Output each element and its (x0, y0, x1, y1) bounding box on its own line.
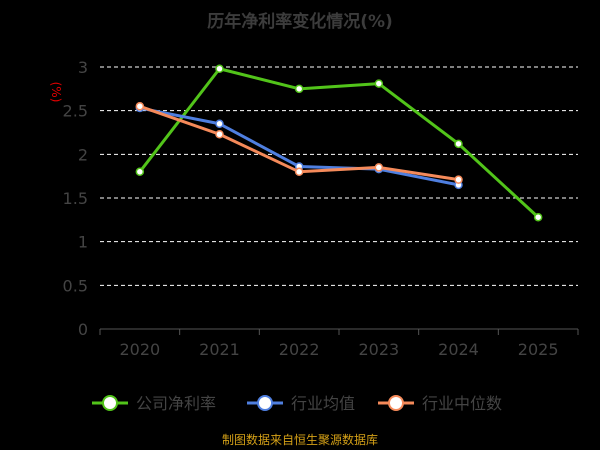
data-point (374, 163, 384, 172)
data-point (533, 212, 543, 222)
y-axis-unit-label: (%) (49, 82, 63, 103)
x-tick-label: 2024 (438, 340, 479, 359)
y-tick-label: 1.5 (63, 189, 88, 208)
y-tick-label: 2 (78, 145, 88, 164)
legend-label: 行业均值 (291, 394, 355, 413)
series-layer (135, 64, 543, 222)
y-tick-label: 3 (78, 58, 88, 77)
legend-marker (257, 395, 273, 411)
y-axis: 0 0.5 1 1.5 2 2.5 3 (63, 58, 88, 339)
source-note: 制图数据来自恒生聚源数据库 (222, 432, 378, 447)
grid (100, 66, 578, 286)
x-axis: 2020 2021 2022 2023 2024 2025 (99, 328, 579, 359)
legend-item-3: 行业中位数 (378, 394, 502, 413)
y-tick-label: 2.5 (63, 102, 88, 121)
series-line (138, 67, 540, 219)
legend-label: 公司净利率 (136, 394, 216, 413)
data-point (454, 175, 463, 184)
data-point (454, 139, 463, 149)
x-tick-label: 2020 (119, 340, 160, 359)
data-point (135, 102, 145, 111)
x-tick-label: 2021 (199, 340, 240, 359)
x-tick-label: 2023 (358, 340, 399, 359)
legend-marker (102, 395, 118, 411)
chart-title: 历年净利率变化情况(%) (207, 11, 393, 32)
legend-label: 行业中位数 (422, 394, 502, 413)
x-tick-label: 2022 (279, 340, 320, 359)
y-tick-label: 0.5 (63, 276, 88, 295)
y-tick-label: 0 (78, 320, 88, 339)
legend-item-2: 行业均值 (247, 394, 355, 413)
data-point (294, 84, 304, 94)
data-point (374, 79, 384, 88)
data-point (215, 129, 224, 139)
data-point (294, 167, 304, 177)
x-tick-label: 2025 (518, 340, 559, 359)
y-tick-label: 1 (78, 233, 88, 252)
data-point (215, 64, 224, 73)
legend-item-1: 公司净利率 (92, 394, 216, 413)
data-point (215, 119, 224, 129)
series-3 (135, 102, 463, 184)
legend: 公司净利率 行业均值 行业中位数 (92, 394, 502, 413)
legend-marker (388, 395, 404, 411)
data-point (135, 167, 145, 177)
series-1 (135, 64, 543, 222)
